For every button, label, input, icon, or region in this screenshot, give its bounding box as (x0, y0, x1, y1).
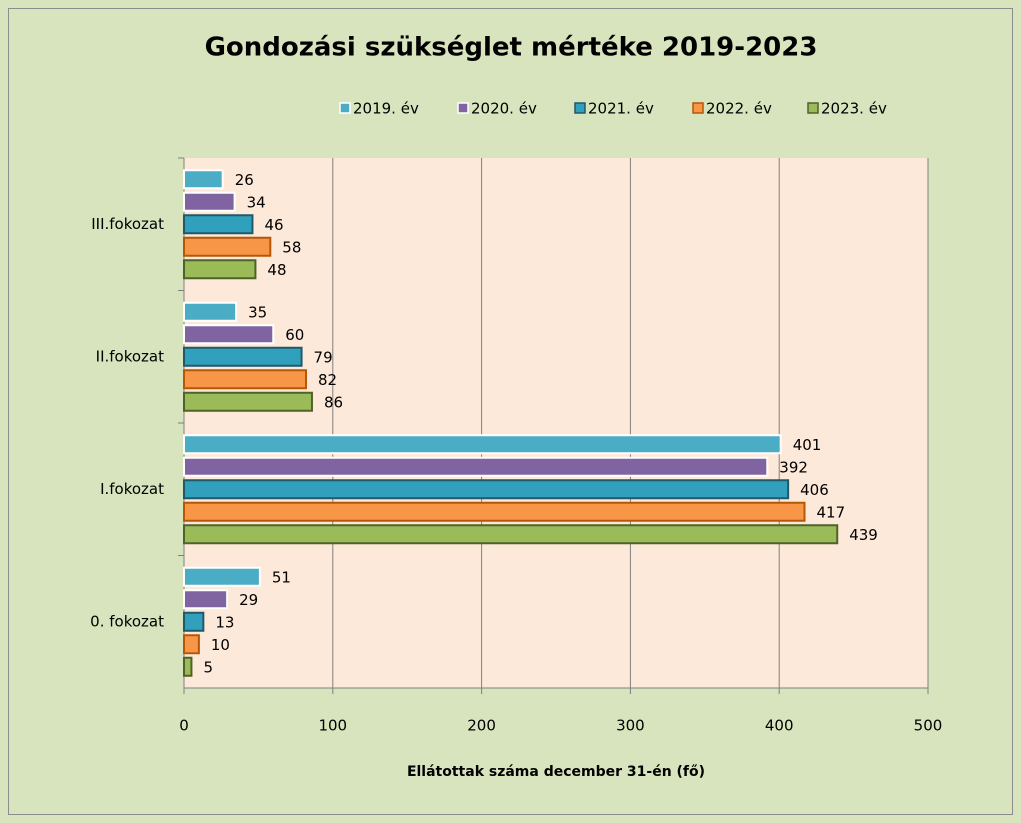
data-label: 401 (793, 436, 822, 454)
data-label: 79 (314, 348, 333, 366)
bar (183, 324, 275, 345)
bar (183, 524, 839, 545)
x-tick-label: 200 (467, 717, 496, 735)
x-axis-label: Ellátottak száma december 31-én (fő) (407, 764, 705, 780)
data-label: 406 (800, 481, 829, 499)
legend-label: 2019. év (353, 100, 419, 118)
legend-label: 2023. év (821, 100, 887, 118)
data-label: 60 (285, 326, 304, 344)
bar (183, 611, 205, 632)
bar (183, 346, 303, 367)
bar (183, 589, 229, 610)
y-tick-label: III.fokozat (91, 215, 164, 233)
bar (183, 169, 224, 190)
y-tick-label: II.fokozat (96, 347, 164, 365)
bar (183, 369, 308, 390)
data-label: 29 (239, 591, 258, 609)
data-label: 439 (849, 526, 878, 544)
bar (183, 259, 257, 280)
bar (183, 501, 806, 522)
data-label: 46 (264, 216, 283, 234)
bar (183, 391, 313, 412)
bar (183, 191, 236, 212)
chart-border (8, 8, 1013, 815)
data-label: 82 (318, 371, 337, 389)
data-label: 86 (324, 393, 343, 411)
x-tick-label: 100 (318, 717, 347, 735)
bar (183, 236, 272, 257)
bar (183, 301, 238, 322)
bar (183, 634, 200, 655)
bar (183, 566, 261, 587)
data-label: 48 (267, 261, 286, 279)
y-tick-label: I.fokozat (100, 480, 164, 498)
chart-title: Gondozási szükséglet mértéke 2019-2023 (205, 33, 818, 63)
bar (183, 434, 782, 455)
x-tick-label: 300 (616, 717, 645, 735)
x-tick-label: 500 (914, 717, 943, 735)
data-label: 5 (203, 658, 213, 676)
x-tick-label: 400 (765, 717, 794, 735)
y-tick-label: 0. fokozat (90, 612, 164, 630)
plot-area (184, 158, 928, 688)
data-label: 51 (272, 568, 291, 586)
bar (183, 456, 769, 477)
bar (183, 479, 790, 500)
data-label: 392 (779, 458, 808, 476)
legend-label: 2022. év (706, 100, 772, 118)
bar (183, 214, 254, 235)
legend-swatch (457, 102, 469, 114)
data-label: 13 (215, 613, 234, 631)
data-label: 26 (235, 171, 254, 189)
legend-swatch (574, 102, 586, 114)
legend-swatch (807, 102, 819, 114)
legend-swatch (339, 102, 351, 114)
x-tick-label: 0 (179, 717, 189, 735)
data-label: 10 (211, 636, 230, 654)
data-label: 34 (247, 193, 266, 211)
data-label: 417 (816, 503, 845, 521)
data-label: 58 (282, 238, 301, 256)
legend-label: 2021. év (588, 100, 654, 118)
legend-swatch (692, 102, 704, 114)
data-label: 35 (248, 303, 267, 321)
legend-label: 2020. év (471, 100, 537, 118)
bar (183, 656, 193, 677)
